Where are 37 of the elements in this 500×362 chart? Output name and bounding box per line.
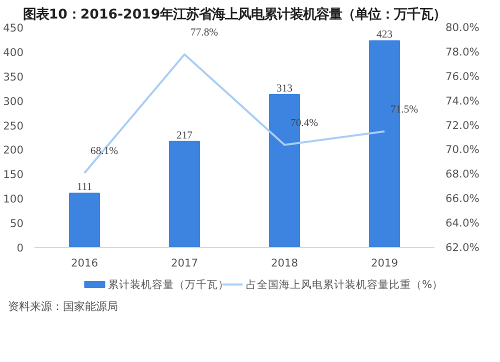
y-tick-label: 250 (3, 119, 24, 132)
y2-tick-label: 76.0% (446, 70, 480, 83)
bar (169, 140, 200, 248)
y-tick-label: 400 (3, 46, 24, 59)
data-label: 423 (376, 30, 392, 41)
y-tick-label: 350 (3, 70, 24, 84)
x-tick-label: 2016 (70, 256, 98, 270)
x-tick-label: 2018 (270, 256, 298, 270)
y-tick-label: 50 (10, 217, 24, 230)
chart-title: 图表10：2016-2019年江苏省海上风电累计装机容量（单位：万千瓦） (22, 6, 446, 22)
text: 资料来源：国家能源局 (8, 299, 118, 315)
data-label: 313 (276, 83, 292, 94)
y2-tick-label: 78.0% (446, 45, 480, 58)
y2-tick-label: 68.0% (446, 168, 480, 181)
y-tick-label: 0 (16, 242, 24, 254)
legend-label: 累计装机容量（万千瓦） (108, 278, 230, 291)
y2-tick-label: 72.0% (446, 118, 480, 132)
data-label: 68.1% (90, 146, 118, 157)
legend-label: 占全国海上风电累计装机容量比重（%） (246, 278, 444, 291)
y-tick-label: 300 (3, 94, 24, 108)
bar (69, 192, 100, 248)
y2-tick-label: 80.0% (446, 21, 480, 34)
line-series (84, 53, 386, 174)
x-tick-label: 2017 (170, 256, 198, 270)
y2-tick-label: 64.0% (446, 216, 480, 230)
data-label: 217 (176, 130, 194, 142)
y2-tick-label: 70.0% (446, 143, 480, 156)
y2-tick-label: 66.0% (446, 192, 480, 206)
y2-tick-label: 62.0% (446, 241, 480, 254)
y-tick-label: 200 (3, 144, 24, 157)
x-tick-label: 2019 (370, 256, 398, 270)
data-label: 111 (76, 182, 92, 194)
y2-tick-label: 74.0% (446, 94, 480, 108)
y-tick-label: 100 (3, 192, 24, 206)
data-label: 77.8% (190, 27, 218, 38)
y-tick-label: 450 (3, 22, 24, 34)
y-tick-label: 150 (3, 168, 24, 182)
